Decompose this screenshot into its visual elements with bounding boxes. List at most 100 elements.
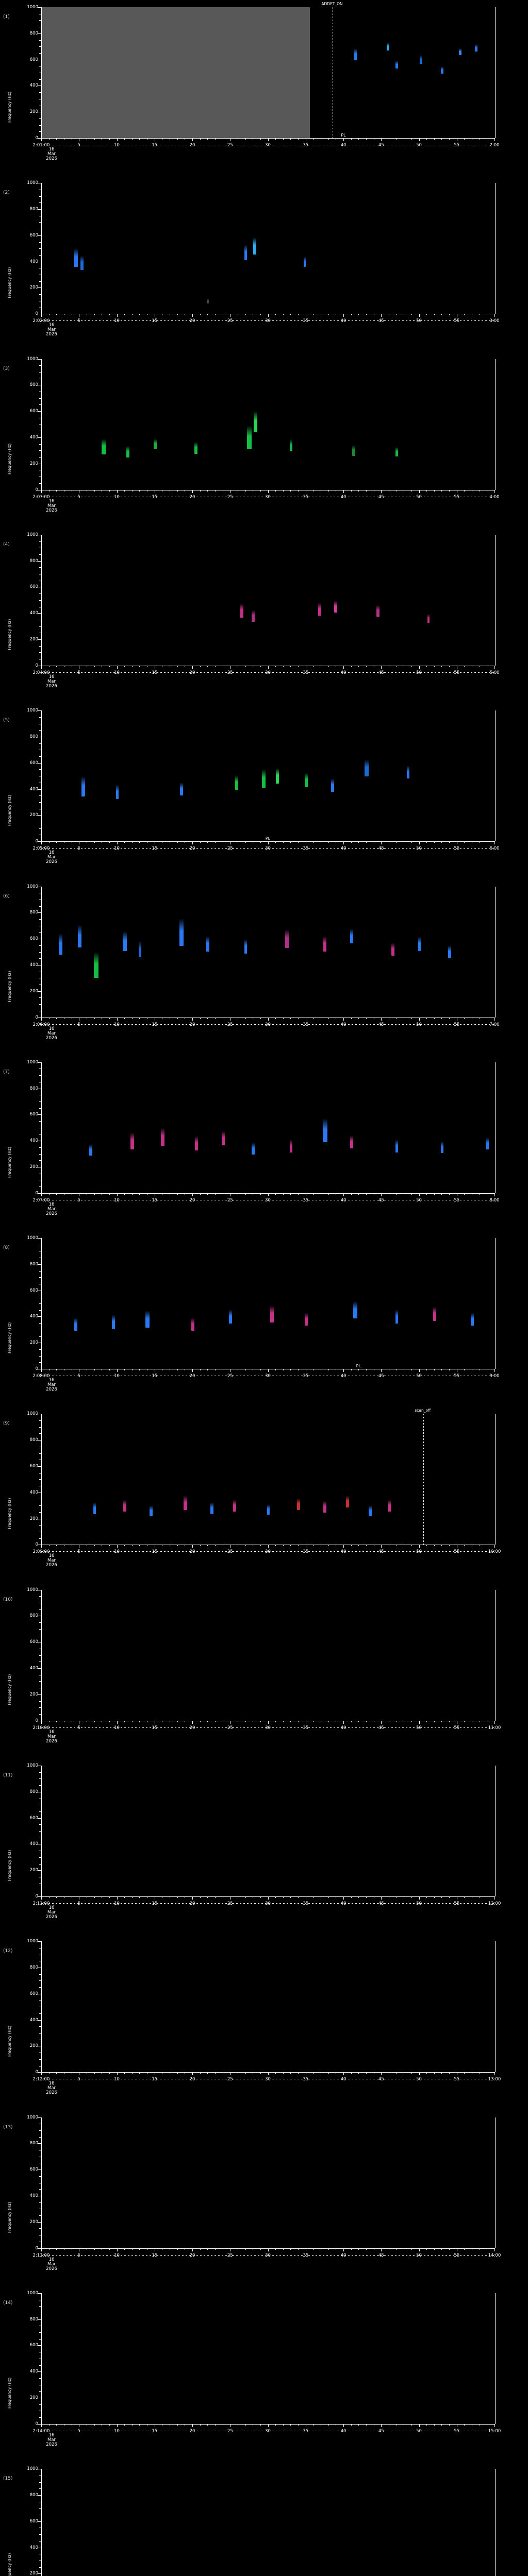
x-minor-tick-mark xyxy=(434,2248,435,2250)
plot-area[interactable] xyxy=(41,1238,496,1369)
spectrogram-panel[interactable]: (10) Frequency (Hz) 0 200 400 600 800 1000 2:10:… xyxy=(0,1583,528,1758)
x-minor-tick-mark xyxy=(245,1720,246,1722)
x-tick-mark xyxy=(381,314,382,317)
y-tick-label: 1000 xyxy=(27,180,38,186)
x-minor-tick-mark xyxy=(109,489,110,492)
x-tick-label: 25 xyxy=(227,670,233,675)
plot-area[interactable] xyxy=(41,2117,496,2248)
x-minor-tick-mark xyxy=(131,2072,133,2074)
x-tick-mark xyxy=(343,665,344,669)
spectrogram-panel[interactable]: (2) Frequency (Hz) 0 200 400 600 800 1000 2:02:0… xyxy=(0,176,528,351)
x-tick-label: 25 xyxy=(227,1374,233,1379)
x-tick-label: 50 xyxy=(416,318,422,324)
panel-index-label: (6) xyxy=(3,893,10,899)
spectrogram-panel[interactable]: (15)Frequency (Hz)020040060080010002:15:… xyxy=(0,2462,528,2576)
y-tick-label: 1000 xyxy=(27,5,38,10)
x-minor-tick-mark xyxy=(351,1896,352,1898)
x-minor-tick-mark xyxy=(411,1720,412,1722)
date-line: Mar xyxy=(47,1206,56,1212)
x-tick-mark xyxy=(419,2072,420,2076)
y-tick-mark xyxy=(38,1896,41,1897)
spectrogram-panel[interactable]: (7) Frequency (Hz) 0 200 400 600 800 1000 2:07:0… xyxy=(0,1055,528,1231)
x-tick-label: 15 xyxy=(152,318,158,324)
spectrogram-panel[interactable]: (12) Frequency (Hz) 0 200 400 600 800 1000 2:12:… xyxy=(0,1934,528,2110)
plot-area[interactable] xyxy=(41,1062,496,1193)
spectrogram-panel[interactable]: (1) Frequency (Hz) 0 200 400 600 800 1000 ADDET_… xyxy=(0,0,528,176)
x-tick-mark xyxy=(117,2248,118,2251)
plot-area[interactable] xyxy=(41,359,496,490)
x-minor-tick-mark xyxy=(56,1369,57,1371)
plot-area[interactable] xyxy=(41,1414,496,1545)
y-minor-tick-mark xyxy=(39,1863,41,1865)
spectrogram-panel[interactable]: (6) Frequency (Hz) 0 200 400 600 800 1000 2:06:0… xyxy=(0,879,528,1055)
y-tick-label: 800 xyxy=(29,207,38,212)
x-tick-mark xyxy=(41,314,42,317)
x-tick-mark xyxy=(41,841,42,845)
x-minor-tick-mark xyxy=(351,1369,352,1371)
detection-mark xyxy=(318,602,322,616)
x-axis-date-stack: 16 Mar 2026 xyxy=(46,1026,57,1041)
date-line: Mar xyxy=(47,2437,56,2443)
plot-area[interactable] xyxy=(41,2469,496,2576)
plot-area[interactable] xyxy=(41,534,496,666)
spectrogram-panel[interactable]: (13) Frequency (Hz) 0 200 400 600 800 1000 2:13:… xyxy=(0,2110,528,2286)
plot-area[interactable] xyxy=(41,183,496,314)
x-tick-label: 35 xyxy=(303,1901,309,1906)
x-tick-label: 5 xyxy=(77,1549,80,1555)
x-minor-tick-mark xyxy=(200,2424,201,2426)
plot-area[interactable] xyxy=(41,1766,496,1896)
y-tick-label: 800 xyxy=(29,30,38,36)
y-tick-label: 200 xyxy=(29,285,38,291)
plot-area[interactable] xyxy=(41,1589,496,1721)
masked-region xyxy=(42,7,310,138)
x-minor-tick-mark xyxy=(131,1720,133,1722)
panel-index-label: (2) xyxy=(3,190,10,196)
x-minor-tick-mark xyxy=(434,665,435,667)
panel-index-label: (8) xyxy=(3,1245,10,1251)
detection-mark xyxy=(150,1505,153,1516)
spectrogram-panel[interactable]: (4) Frequency (Hz) 0 200 400 600 800 1000 2:04:0… xyxy=(0,528,528,703)
x-tick-label: 20 xyxy=(189,1901,195,1906)
y-tick-label: 1000 xyxy=(27,2466,38,2472)
x-minor-tick-mark xyxy=(366,2248,367,2250)
x-minor-tick-mark xyxy=(200,1369,201,1371)
x-tick-mark xyxy=(268,2248,269,2251)
spectrogram-panel[interactable]: (11) Frequency (Hz) 0 200 400 600 800 1000 2:11:… xyxy=(0,1758,528,1934)
x-tick-mark xyxy=(268,841,269,845)
x-tick-label: 55 xyxy=(454,1901,460,1906)
x-minor-tick-mark xyxy=(94,1369,95,1371)
x-minor-tick-mark xyxy=(48,489,50,492)
plot-area[interactable] xyxy=(41,1941,496,2073)
x-tick-mark xyxy=(419,138,420,141)
x-tick-mark xyxy=(381,1720,382,1724)
plot-area[interactable] xyxy=(41,886,496,1018)
x-minor-tick-mark xyxy=(56,138,57,140)
spectrogram-panel[interactable]: (5) Frequency (Hz) 0 200 400 600 800 1000 PL 2:05… xyxy=(0,703,528,879)
y-minor-tick-mark xyxy=(39,92,41,93)
y-tick-label: 400 xyxy=(29,611,38,616)
date-line: 16 xyxy=(48,2257,55,2262)
plot-area[interactable] xyxy=(41,7,496,138)
y-tick-label: 400 xyxy=(29,2193,38,2198)
x-minor-tick-mark xyxy=(139,665,140,667)
spectrogram-panel[interactable]: (3) Frequency (Hz) 0 200 400 600 800 1000 2:03:0… xyxy=(0,352,528,528)
plot-area[interactable] xyxy=(41,2293,496,2424)
y-tick-mark xyxy=(38,437,41,438)
x-tick-label: 40 xyxy=(340,846,346,852)
x-minor-tick-mark xyxy=(260,2424,261,2426)
x-minor-tick-mark xyxy=(328,1369,329,1371)
x-minor-tick-mark xyxy=(245,138,246,140)
spectrogram-panel[interactable]: (8) Frequency (Hz) 0 200 400 600 800 1000 PL 2:08… xyxy=(0,1231,528,1406)
detection-mark xyxy=(303,256,306,267)
plot-area[interactable] xyxy=(41,710,496,842)
x-tick-label: 50 xyxy=(416,2428,422,2434)
x-tick-label: 20 xyxy=(189,1725,195,1731)
spectrogram-panel[interactable]: (9) Frequency (Hz) 0 200 400 600 800 1000 scan_o… xyxy=(0,1406,528,1582)
detection-mark xyxy=(195,1136,199,1151)
x-tick-label: 25 xyxy=(227,1549,233,1555)
x-tick-label: 20 xyxy=(189,2428,195,2434)
y-tick-mark xyxy=(38,1114,41,1115)
spectrogram-panel[interactable]: (14) Frequency (Hz) 0 200 400 600 800 1000 2:14:… xyxy=(0,2286,528,2462)
x-minor-tick-mark xyxy=(94,841,95,843)
